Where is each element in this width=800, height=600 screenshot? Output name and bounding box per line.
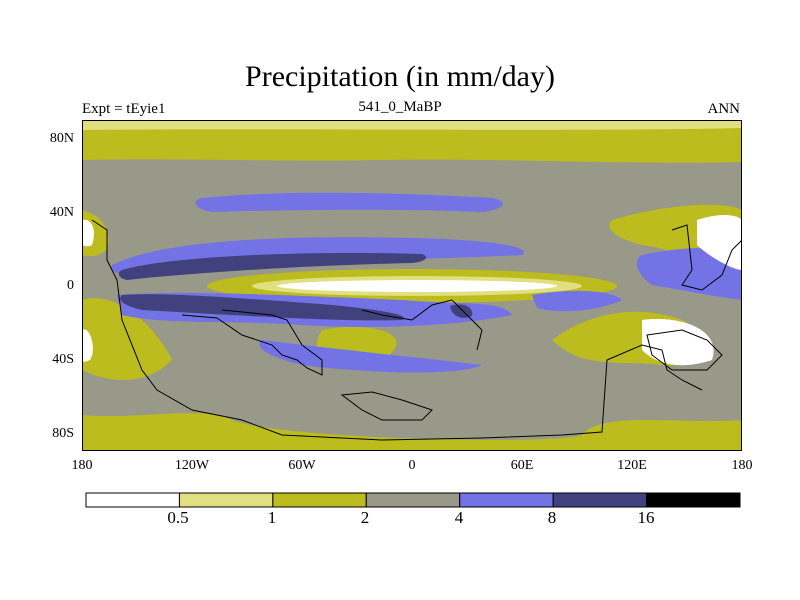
arctic-light (82, 120, 742, 130)
colorbar-label-0-5: 0.5 (167, 508, 189, 527)
y-tick-80s: 80S (52, 426, 74, 441)
australia-desert (642, 319, 714, 366)
map-frame (82, 120, 742, 451)
x-tick-180-left: 180 (71, 458, 93, 473)
antarctic-band (82, 413, 742, 451)
australia-coast (646, 329, 723, 371)
season-label: ANN (707, 101, 741, 117)
colorbar-swatch-2 (272, 492, 367, 508)
colorbar-swatch-4 (459, 492, 554, 508)
colorbar-label-16: 16 (637, 508, 655, 527)
colorbar-label-4: 4 (454, 508, 464, 527)
s-itcz-core (120, 294, 404, 321)
nw-pacific-desert (697, 215, 742, 270)
x-tick-60w: 60W (288, 458, 316, 473)
y-tick-40s: 40S (52, 352, 74, 367)
colorbar-swatch-5 (552, 492, 648, 508)
colorbar-swatch-0 (85, 492, 180, 508)
coastlines (91, 219, 742, 441)
indian-band (532, 290, 622, 312)
colorbar-label-2: 2 (360, 508, 370, 527)
y-tick-40n: 40N (49, 205, 74, 220)
se-pacific-dry (82, 298, 172, 380)
s-pacific-band (259, 340, 482, 373)
colorbar-swatch-6 (646, 492, 741, 508)
colorbar-swatch-1 (178, 492, 274, 508)
y-tick-equator: 0 (67, 278, 74, 293)
south-america-coast (181, 309, 323, 376)
colorbar-label-8: 8 (547, 508, 557, 527)
n-itcz-core (118, 252, 427, 280)
precipitation-map (82, 120, 742, 451)
africa-coast (361, 299, 483, 351)
experiment-label: Expt = tEyie1 (82, 101, 166, 117)
colorbar-label-1: 1 (267, 508, 277, 527)
equatorial-dry-white (277, 280, 557, 292)
x-tick-180-right: 180 (731, 458, 753, 473)
n-storm-track (195, 192, 503, 212)
y-tick-80n: 80N (49, 131, 74, 146)
s-pacific-desert (82, 329, 93, 362)
map-title: Precipitation (in mm/day) (245, 60, 555, 93)
asia-coast (671, 224, 742, 291)
colorbar (85, 492, 741, 508)
x-tick-120e: 120E (617, 458, 647, 473)
x-tick-60e: 60E (510, 458, 534, 473)
x-tick-0: 0 (408, 458, 416, 473)
ne-pacific-desert (82, 219, 94, 247)
americas-coast (91, 219, 703, 441)
arctic-band (82, 120, 742, 163)
period-label: 541_0_MaBP (358, 99, 442, 115)
antarctic-coast (340, 391, 433, 421)
colorbar-swatch-3 (365, 492, 461, 508)
x-tick-120w: 120W (174, 458, 210, 473)
